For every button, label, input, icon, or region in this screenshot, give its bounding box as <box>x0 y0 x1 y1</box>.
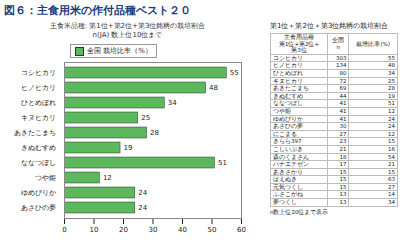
html-text:14: 14 <box>388 191 395 198</box>
html-text:19: 19 <box>388 92 395 99</box>
html-text:48: 48 <box>388 62 395 69</box>
html-text:ななつぼし: ななつぼし <box>273 100 303 107</box>
html-text:303: 303 <box>335 54 347 61</box>
svg-text:19: 19 <box>124 144 133 152</box>
html-text:44: 44 <box>339 92 347 99</box>
html-text:ゆめぴりか: ゆめぴりか <box>273 115 303 122</box>
html-text:あきたこまち: あきたこまち <box>273 85 309 92</box>
html-text:17: 17 <box>339 161 347 168</box>
html-text:41: 41 <box>339 115 347 122</box>
html-text:21: 21 <box>388 161 395 168</box>
html-text:80: 80 <box>339 70 347 76</box>
html-text:41: 41 <box>339 107 347 114</box>
svg-text:25: 25 <box>141 114 150 122</box>
html-text:きぬむすめ: きぬむすめ <box>273 92 303 99</box>
svg-text:20: 20 <box>119 226 128 234</box>
html-text:72: 72 <box>339 77 347 84</box>
svg-text:きぬむすめ: きぬむすめ <box>21 144 56 152</box>
html-text:こしいぶき: こしいぶき <box>273 145 303 152</box>
html-text:28: 28 <box>388 85 395 92</box>
html-text:13: 13 <box>339 199 347 206</box>
html-text:55: 55 <box>388 54 395 61</box>
html-text:n数上位20位まで表示: n数上位20位まで表示 <box>270 208 329 215</box>
html-text:24: 24 <box>388 123 395 130</box>
svg-text:34: 34 <box>168 99 177 107</box>
html-text:ひとめぼれ: ひとめぼれ <box>273 70 303 76</box>
html-text:ヒノヒカリ: ヒノヒカリ <box>273 62 303 69</box>
svg-text:ななつぼし: ななつぼし <box>21 159 56 167</box>
html-text:主食用品種 第1位+第2位+ 第3位: 主食用品種 第1位+第2位+ 第3位 <box>278 34 320 54</box>
html-text:ハナエチゼン: ハナエチゼン <box>273 161 309 168</box>
html-text:16: 16 <box>388 145 395 152</box>
svg-text:ヒノヒカリ: ヒノヒカリ <box>21 84 56 92</box>
html-text:134: 134 <box>335 62 347 69</box>
svg-text:24: 24 <box>138 189 147 197</box>
html-text:図６：主食用米の作付品種ベスト２０: 図６：主食用米の作付品種ベスト２０ <box>4 4 191 17</box>
svg-text:10: 10 <box>90 226 99 234</box>
svg-text:ゆめぴりか: ゆめぴりか <box>21 189 56 197</box>
svg-text:24: 24 <box>138 204 147 212</box>
html-text:夢つくし: 夢つくし <box>273 199 297 206</box>
svg-text:あきたこまち: あきたこまち <box>14 129 56 137</box>
svg-text:つや姫: つや姫 <box>35 174 56 182</box>
svg-text:コシヒカリ: コシヒカリ <box>21 69 56 77</box>
html-text:栽培比率(%): 栽培比率(%) <box>356 40 390 47</box>
svg-text:48: 48 <box>209 84 218 92</box>
html-text:54: 54 <box>388 153 395 160</box>
html-text:15: 15 <box>339 183 347 190</box>
html-text:27: 27 <box>339 130 347 137</box>
html-text:30: 30 <box>339 123 347 130</box>
html-text:きらら397: きらら397 <box>273 138 302 145</box>
html-text:63: 63 <box>388 176 395 183</box>
html-text:15: 15 <box>339 176 347 183</box>
html-text:あさひの夢: あさひの夢 <box>273 123 303 130</box>
html-text:34: 34 <box>388 70 395 76</box>
html-text:コシヒカリ: コシヒカリ <box>273 54 303 61</box>
svg-text:51: 51 <box>218 159 227 167</box>
html-text:キヌヒカリ: キヌヒカリ <box>273 77 303 84</box>
svg-text:キヌヒカリ: キヌヒカリ <box>21 114 56 122</box>
html-text:23: 23 <box>339 138 347 145</box>
html-text:13: 13 <box>339 191 347 198</box>
html-text:はえぬき: はえぬき <box>273 176 297 183</box>
svg-text:28: 28 <box>150 129 159 137</box>
svg-text:ひとめぼれ: ひとめぼれ <box>21 99 56 107</box>
html-text:ふさこがね: ふさこがね <box>273 191 303 198</box>
svg-text:30: 30 <box>149 226 158 234</box>
html-text:25: 25 <box>388 77 395 84</box>
svg-text:あさひの夢: あさひの夢 <box>21 204 56 212</box>
html-text:あきさかり: あきさかり <box>273 168 303 175</box>
html-text:主食米品種: 第1位+第2位+第3位銘柄の栽培割合 n(JA: 主食米品種: 第1位+第2位+第3位銘柄の栽培割合 n(JA) 数上位10位まで <box>49 22 206 39</box>
html-text:69: 69 <box>339 85 347 92</box>
html-text:21: 21 <box>339 145 347 152</box>
html-text:全国 n: 全国 n <box>332 37 345 50</box>
html-text:にこまる: にこまる <box>273 130 297 137</box>
html-text:15: 15 <box>339 168 347 175</box>
html-text:34: 34 <box>388 199 395 206</box>
svg-text:60: 60 <box>237 226 246 234</box>
html-text:18: 18 <box>339 153 347 160</box>
html-text:51: 51 <box>388 100 395 107</box>
html-text:41: 41 <box>339 100 347 107</box>
html-text:森のくまさん: 森のくまさん <box>273 153 309 160</box>
html-text:12: 12 <box>388 130 395 137</box>
html-text:15: 15 <box>388 168 395 175</box>
html-text:第1位＋第2位＋第3位銘柄の栽培割合: 第1位＋第2位＋第3位銘柄の栽培割合 <box>270 22 389 30</box>
html-text:15: 15 <box>388 138 395 145</box>
html-text:全国 栽培比率（%）: 全国 栽培比率（%） <box>87 47 152 55</box>
html-text:27: 27 <box>388 183 395 190</box>
html-text:24: 24 <box>388 115 395 122</box>
svg-text:40: 40 <box>178 226 187 234</box>
html-text:元気つくし: 元気つくし <box>273 183 303 190</box>
svg-text:50: 50 <box>208 226 217 234</box>
html-text:つや姫: つや姫 <box>273 107 291 114</box>
svg-text:0: 0 <box>62 226 66 234</box>
svg-text:12: 12 <box>103 174 112 182</box>
svg-text:55: 55 <box>230 69 239 77</box>
html-text:12: 12 <box>388 107 395 114</box>
